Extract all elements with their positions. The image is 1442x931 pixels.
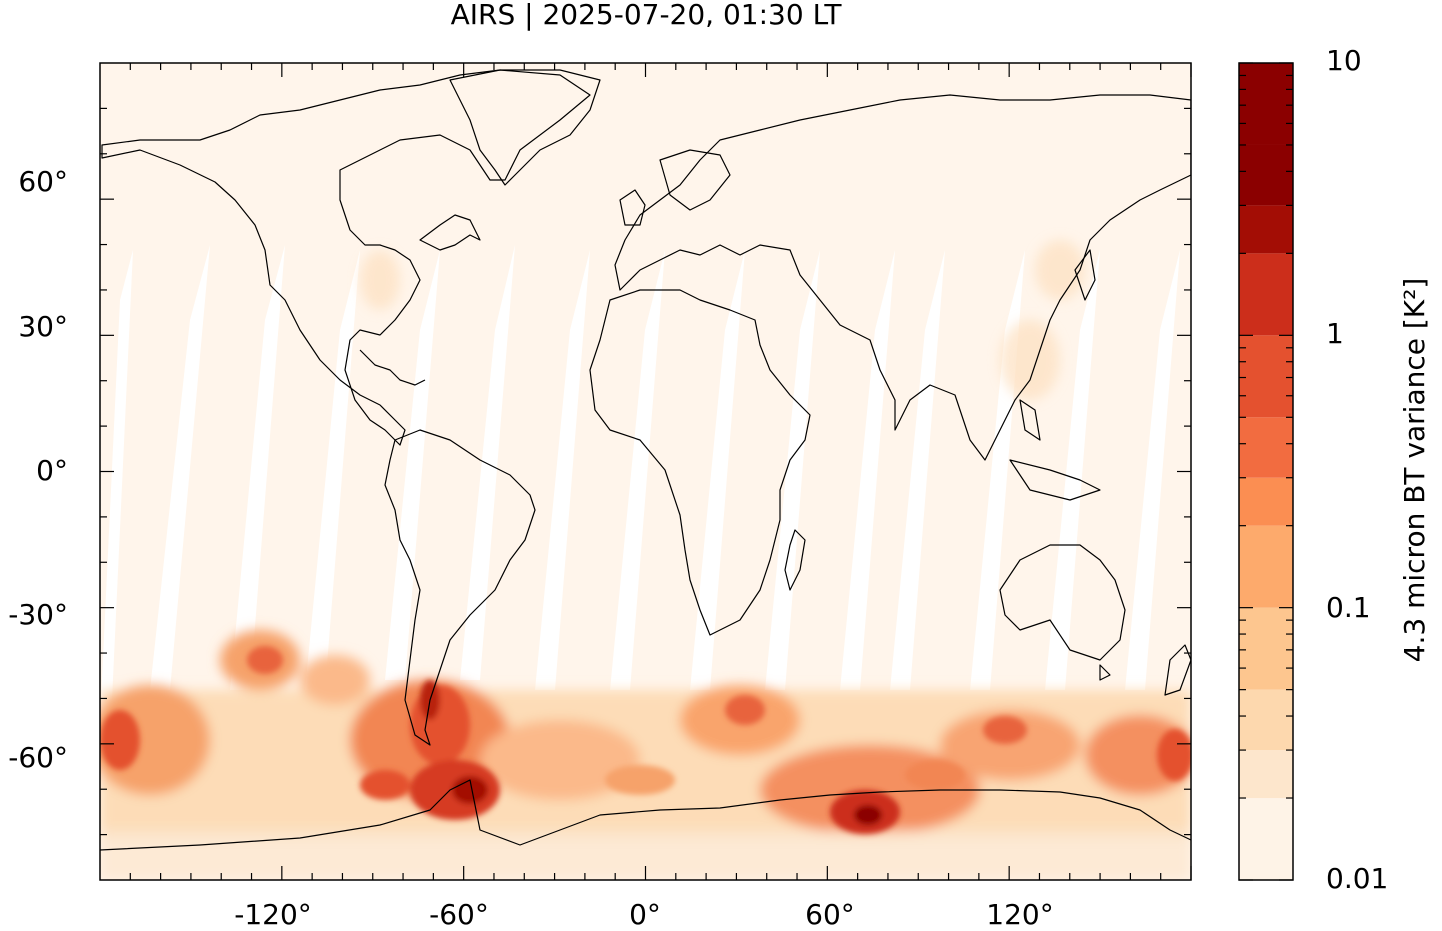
colorbar-tick-label: 1 [1326, 317, 1344, 350]
colorbar-band [1239, 607, 1293, 690]
y-tick-label: -60° [8, 741, 68, 774]
map-ticks [100, 63, 1192, 880]
colorbar-ticks [1239, 62, 1293, 881]
colorbar-band [1239, 63, 1293, 145]
map-title: AIRS | 2025-07-20, 01:30 LT [450, 0, 842, 31]
x-tick-label: -120° [234, 898, 312, 931]
colorbar-tick-label: 10 [1326, 44, 1362, 77]
colorbar-tick-label: 0.01 [1326, 862, 1389, 895]
colorbar [1238, 62, 1294, 881]
colorbar-tick-label: 0.1 [1326, 591, 1371, 624]
x-tick-label: 60° [805, 898, 855, 931]
coastlines [100, 69, 1191, 851]
colorbar-band [1239, 253, 1293, 336]
map-panel [100, 63, 1191, 880]
y-tick-label: -30° [8, 598, 68, 631]
colorbar-band [1239, 335, 1293, 418]
colorbar-band [1239, 144, 1293, 206]
colorbar-band [1239, 417, 1293, 478]
x-tick-label: -60° [429, 898, 489, 931]
colorbar-band [1239, 689, 1293, 751]
colorbar-band [1239, 525, 1293, 608]
colorbar-band [1239, 477, 1293, 526]
swath-gaps [101, 245, 1180, 700]
colorbar-band [1239, 750, 1293, 799]
x-tick-label: 0° [629, 898, 661, 931]
colorbar-band [1239, 205, 1293, 254]
y-tick-label: 0° [36, 454, 68, 487]
x-tick-label: 120° [986, 898, 1054, 931]
colorbar-bands [1239, 63, 1293, 880]
colorbar-band [1239, 798, 1293, 880]
colorbar-frame [1238, 62, 1294, 881]
y-tick-label: 60° [18, 165, 68, 198]
y-tick-label: 30° [18, 310, 68, 343]
colorbar-title-text: 4.3 micron BT variance [K²] [1398, 277, 1431, 663]
